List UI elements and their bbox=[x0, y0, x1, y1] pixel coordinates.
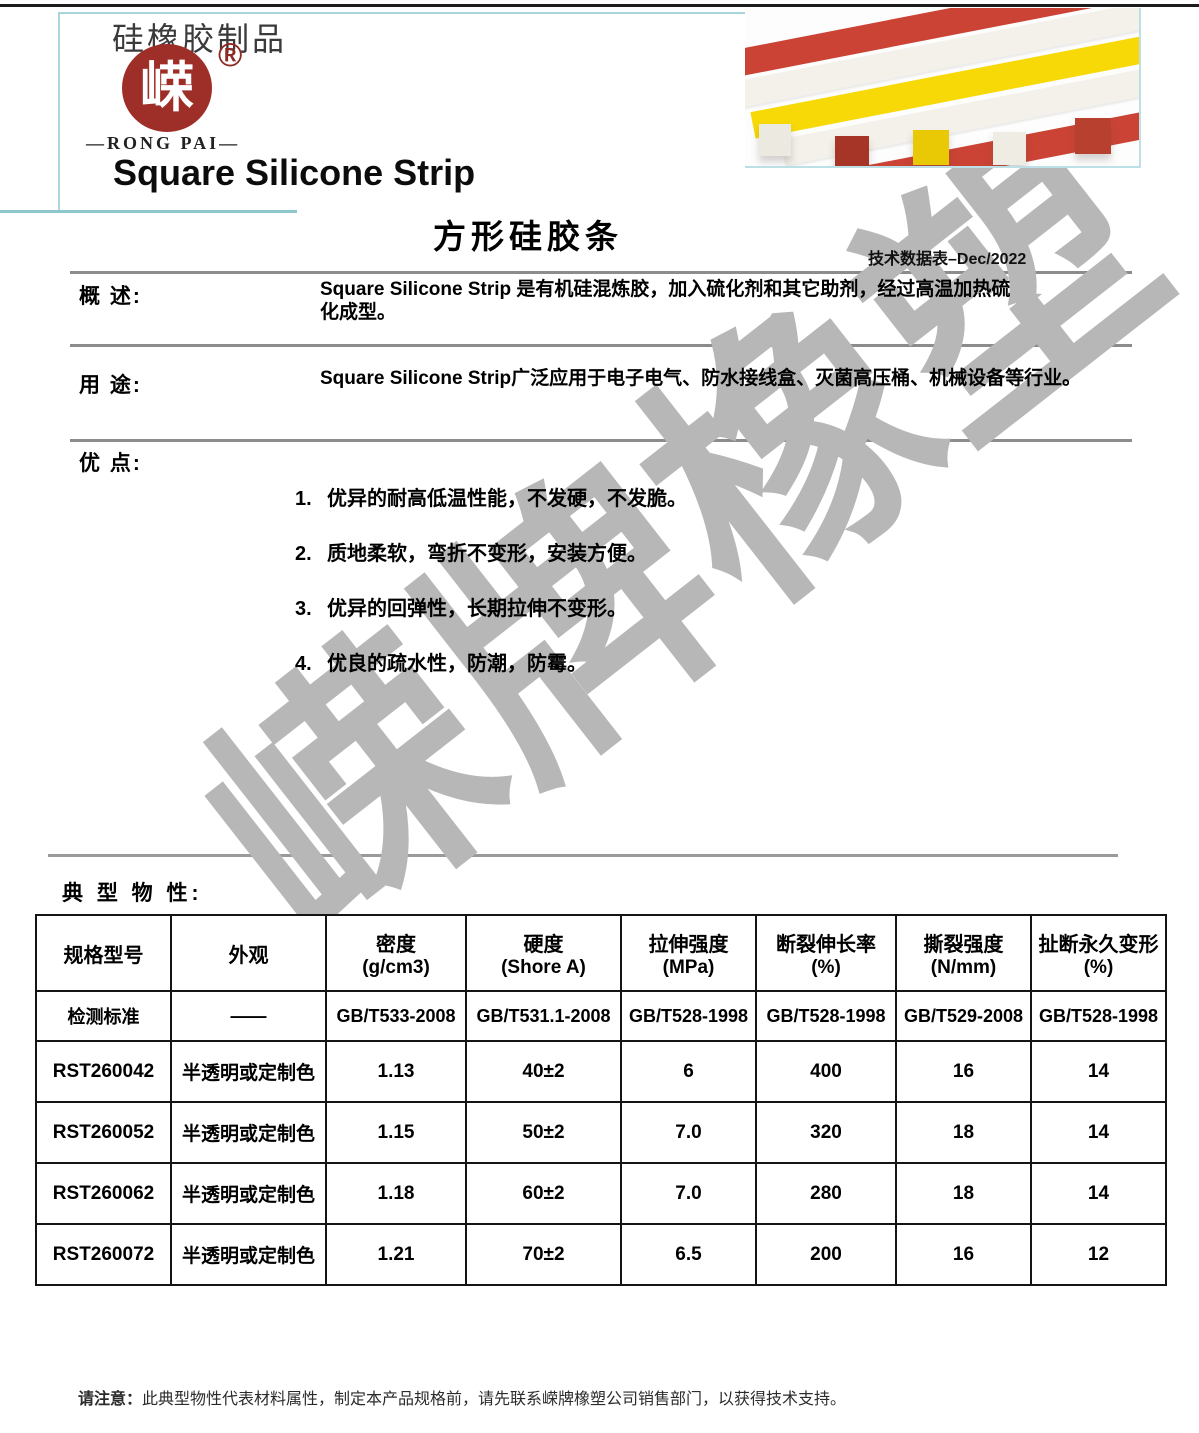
cell: 1.21 bbox=[325, 1223, 467, 1286]
footer-note-text: 此典型物性代表材料属性，制定本产品规格前，请先联系嵘牌橡塑公司销售部门，以获得技… bbox=[142, 1391, 847, 1408]
cell: GB/T528-1998 bbox=[1030, 990, 1167, 1042]
cell: 400 bbox=[755, 1040, 897, 1103]
overview-label: 概 述: bbox=[79, 285, 142, 308]
cell: GB/T533-2008 bbox=[325, 990, 467, 1042]
cell: 半透明或定制色 bbox=[170, 1223, 327, 1286]
usage-text: Square Silicone Strip广泛应用于电子电气、防水接线盒、灭菌高… bbox=[320, 368, 1082, 389]
advantage-text: 优异的耐高低温性能，不发硬，不发脆。 bbox=[327, 488, 687, 510]
cell: 半透明或定制色 bbox=[170, 1162, 327, 1225]
cell: 6 bbox=[620, 1040, 757, 1103]
section-divider bbox=[48, 854, 1118, 857]
section-divider bbox=[70, 271, 1132, 274]
standards-row: 检测标准 —— GB/T533-2008 GB/T531.1-2008 GB/T… bbox=[35, 990, 1167, 1042]
col-header-density: 密度 (g/cm3) bbox=[325, 914, 467, 992]
cell: GB/T528-1998 bbox=[755, 990, 897, 1042]
strip-end-red bbox=[835, 136, 869, 166]
cell: 检测标准 bbox=[35, 990, 172, 1042]
cell: 7.0 bbox=[620, 1101, 757, 1164]
advantage-item: 2. 质地柔软，弯折不变形，安装方便。 bbox=[295, 537, 647, 566]
cell: 60±2 bbox=[465, 1162, 622, 1225]
advantage-text: 优良的疏水性，防潮，防霉。 bbox=[327, 653, 587, 675]
strip-end-white bbox=[759, 124, 791, 156]
cell: 半透明或定制色 bbox=[170, 1101, 327, 1164]
cell: 1.15 bbox=[325, 1101, 467, 1164]
advantage-number: 2. bbox=[295, 543, 312, 565]
advantage-number: 3. bbox=[295, 598, 312, 620]
top-border-line bbox=[0, 4, 1199, 7]
product-photo bbox=[745, 8, 1141, 168]
strip-end-white bbox=[993, 132, 1026, 165]
col-header-hardness: 硬度 (Shore A) bbox=[465, 914, 622, 992]
cell: 1.18 bbox=[325, 1162, 467, 1225]
cell: 200 bbox=[755, 1223, 897, 1286]
cell: 1.13 bbox=[325, 1040, 467, 1103]
product-title-en: Square Silicone Strip bbox=[113, 152, 476, 193]
advantage-number: 4. bbox=[295, 653, 312, 675]
cell: 70±2 bbox=[465, 1223, 622, 1286]
table-row: RST260072 半透明或定制色 1.21 70±2 6.5 200 16 1… bbox=[35, 1223, 1167, 1286]
strip-end-red bbox=[1075, 118, 1111, 154]
col-header-tear: 撕裂强度 (N/mm) bbox=[895, 914, 1032, 992]
table-row: RST260052 半透明或定制色 1.15 50±2 7.0 320 18 1… bbox=[35, 1101, 1167, 1164]
col-header-appearance: 外观 bbox=[170, 914, 327, 992]
advantage-text: 质地柔软，弯折不变形，安装方便。 bbox=[327, 543, 647, 565]
cell: 6.5 bbox=[620, 1223, 757, 1286]
cell: RST260052 bbox=[35, 1101, 172, 1164]
header-accent-line-bottom bbox=[0, 210, 297, 213]
header-accent-line-left bbox=[58, 12, 60, 212]
footer-note: 请注意：此典型物性代表材料属性，制定本产品规格前，请先联系嵘牌橡塑公司销售部门，… bbox=[78, 1385, 846, 1409]
cell: 50±2 bbox=[465, 1101, 622, 1164]
cell: 280 bbox=[755, 1162, 897, 1225]
table-header-row: 规格型号 外观 密度 (g/cm3) 硬度 (Shore A) 拉伸强度 (MPa) … bbox=[35, 914, 1167, 992]
cell: GB/T531.1-2008 bbox=[465, 990, 622, 1042]
col-header-tensile: 拉伸强度 (MPa) bbox=[620, 914, 757, 992]
advantage-item: 3. 优异的回弹性，长期拉伸不变形。 bbox=[295, 592, 627, 621]
properties-table: 规格型号 外观 密度 (g/cm3) 硬度 (Shore A) 拉伸强度 (MPa) … bbox=[35, 914, 1167, 1286]
col-header-model: 规格型号 bbox=[35, 914, 172, 992]
cell: RST260062 bbox=[35, 1162, 172, 1225]
brand-logo-icon: 嵘 bbox=[122, 44, 212, 132]
advantage-text: 优异的回弹性，长期拉伸不变形。 bbox=[327, 598, 627, 620]
brand-romanized: —RONG PAI— bbox=[86, 133, 241, 153]
cell: 半透明或定制色 bbox=[170, 1040, 327, 1103]
cell: RST260072 bbox=[35, 1223, 172, 1286]
cell: 16 bbox=[895, 1040, 1032, 1103]
cell: 40±2 bbox=[465, 1040, 622, 1103]
col-header-set: 扯断永久变形 (%) bbox=[1030, 914, 1167, 992]
registered-trademark-icon: ® bbox=[218, 36, 243, 73]
cell: 14 bbox=[1030, 1162, 1167, 1225]
logo-character: 嵘 bbox=[140, 58, 194, 118]
section-divider bbox=[70, 344, 1132, 347]
table-row: RST260062 半透明或定制色 1.18 60±2 7.0 280 18 1… bbox=[35, 1162, 1167, 1225]
cell: 18 bbox=[895, 1101, 1032, 1164]
cell: —— bbox=[170, 990, 327, 1042]
table-row: RST260042 半透明或定制色 1.13 40±2 6 400 16 14 bbox=[35, 1040, 1167, 1103]
strip-end-yellow bbox=[913, 130, 949, 165]
cell: RST260042 bbox=[35, 1040, 172, 1103]
datasheet-date: 技术数据表–Dec/2022 bbox=[868, 251, 1027, 268]
cell: 14 bbox=[1030, 1040, 1167, 1103]
cell: 320 bbox=[755, 1101, 897, 1164]
advantage-number: 1. bbox=[295, 488, 312, 510]
cell: 12 bbox=[1030, 1223, 1167, 1286]
cell: 7.0 bbox=[620, 1162, 757, 1225]
properties-label: 典 型 物 性: bbox=[62, 882, 203, 905]
usage-label: 用 途: bbox=[79, 374, 142, 397]
cell: 16 bbox=[895, 1223, 1032, 1286]
footer-note-label: 请注意： bbox=[78, 1391, 143, 1408]
advantage-item: 1. 优异的耐高低温性能，不发硬，不发脆。 bbox=[295, 482, 687, 511]
advantages-label: 优 点: bbox=[79, 452, 142, 475]
cell: GB/T529-2008 bbox=[895, 990, 1032, 1042]
header-accent-line-top bbox=[58, 12, 1140, 14]
cell: 18 bbox=[895, 1162, 1032, 1225]
advantage-item: 4. 优良的疏水性，防潮，防霉。 bbox=[295, 647, 587, 676]
cell: GB/T528-1998 bbox=[620, 990, 757, 1042]
cell: 14 bbox=[1030, 1101, 1167, 1164]
overview-text: Square Silicone Strip 是有机硅混炼胶，加入硫化剂和其它助剂… bbox=[320, 279, 1011, 323]
page-title: 方形硅胶条 bbox=[433, 218, 623, 255]
col-header-elongation: 断裂伸长率 (%) bbox=[755, 914, 897, 992]
section-divider bbox=[70, 439, 1132, 442]
